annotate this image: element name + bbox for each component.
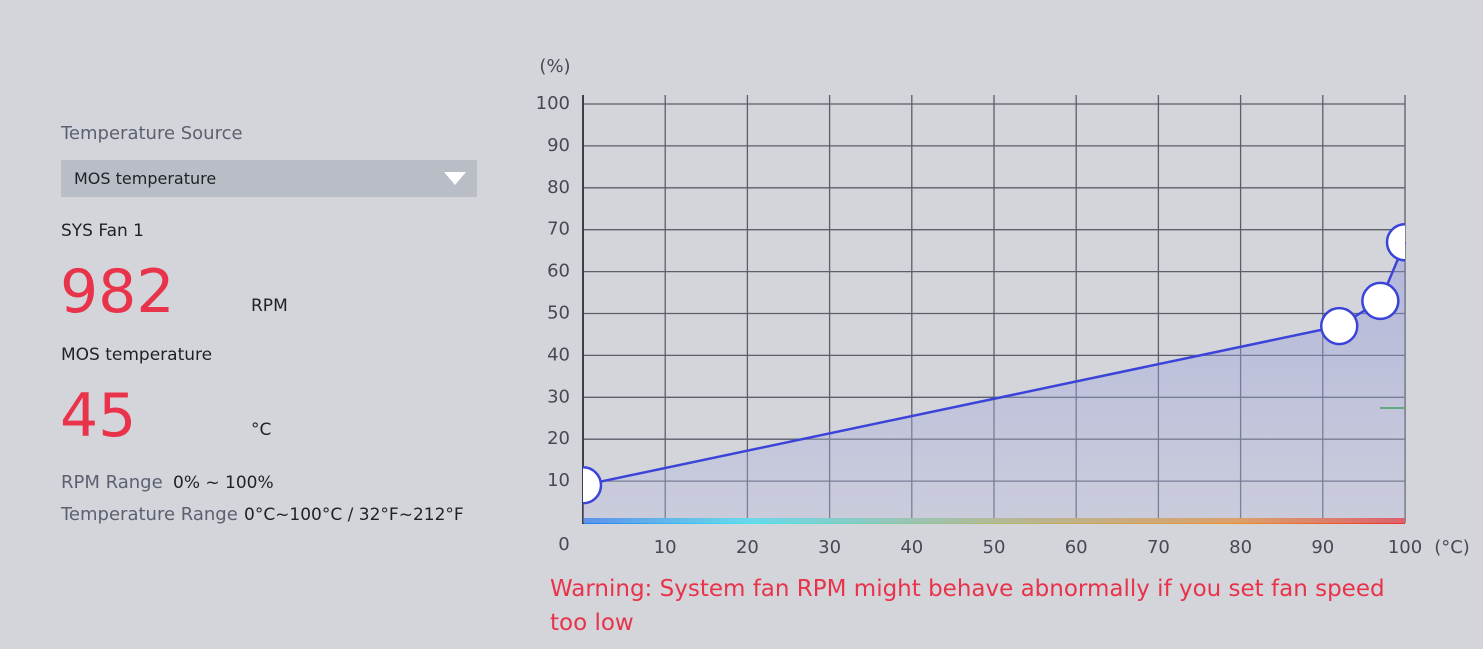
y-tick-label: 30 [547, 386, 570, 407]
x-tick-label: 50 [983, 537, 1006, 558]
x-tick-label: 90 [1311, 537, 1334, 558]
x-tick-label: 80 [1229, 537, 1252, 558]
x-tick-label: 20 [736, 537, 759, 558]
x-tick-label: 100 [1388, 537, 1422, 558]
y-tick-label: 80 [547, 177, 570, 198]
temp-label: MOS temperature [61, 345, 213, 365]
y-tick-label: 50 [547, 303, 570, 324]
y-tick-label: 10 [547, 470, 570, 491]
area-fill [583, 242, 1405, 523]
curve-point[interactable] [565, 466, 603, 505]
dropdown-value: MOS temperature [74, 169, 217, 188]
x-tick-label: 30 [818, 537, 841, 558]
x-tick-label: 10 [654, 537, 677, 558]
source-dropdown[interactable]: MOS temperature [61, 160, 477, 197]
dropdown-arrow [444, 172, 466, 185]
y-tick-label: 60 [547, 261, 570, 282]
x-tick-label: 60 [1065, 537, 1088, 558]
fan-curve [582, 241, 1407, 487]
curve-point[interactable] [1319, 306, 1359, 346]
x-tick-label: 70 [1147, 537, 1170, 558]
y-tick-label: 40 [547, 344, 570, 365]
y-tick-label: 70 [547, 219, 570, 240]
rpm-range-label: RPM Range [61, 472, 163, 493]
y-tick-label: 20 [547, 428, 570, 449]
rpm-unit: RPM [251, 296, 288, 316]
fan-name: SYS Fan 1 [61, 221, 144, 241]
y-unit: (%) [539, 56, 570, 77]
y-tick-label: 100 [536, 93, 570, 114]
x-unit: (°C) [1434, 537, 1470, 558]
y-tick-label: 90 [547, 135, 570, 156]
temp-value: 45 [60, 381, 137, 451]
rpm-range: 0% ~ 100% [173, 473, 274, 493]
warning: Warning: System fan RPM might behave abn… [550, 576, 1385, 636]
rpm-value: 982 [60, 257, 175, 327]
x-tick-label: 40 [900, 537, 923, 558]
temp-range: 0°C~100°C / 32°F~212°F [244, 505, 464, 525]
x-tick-label: 0 [558, 534, 569, 555]
temp-unit: °C [251, 420, 272, 440]
temp-range-label: Temperature Range [61, 504, 238, 525]
curve-point[interactable] [1361, 281, 1400, 321]
source-label: Temperature Source [61, 123, 243, 144]
curve-point[interactable] [1385, 223, 1423, 262]
